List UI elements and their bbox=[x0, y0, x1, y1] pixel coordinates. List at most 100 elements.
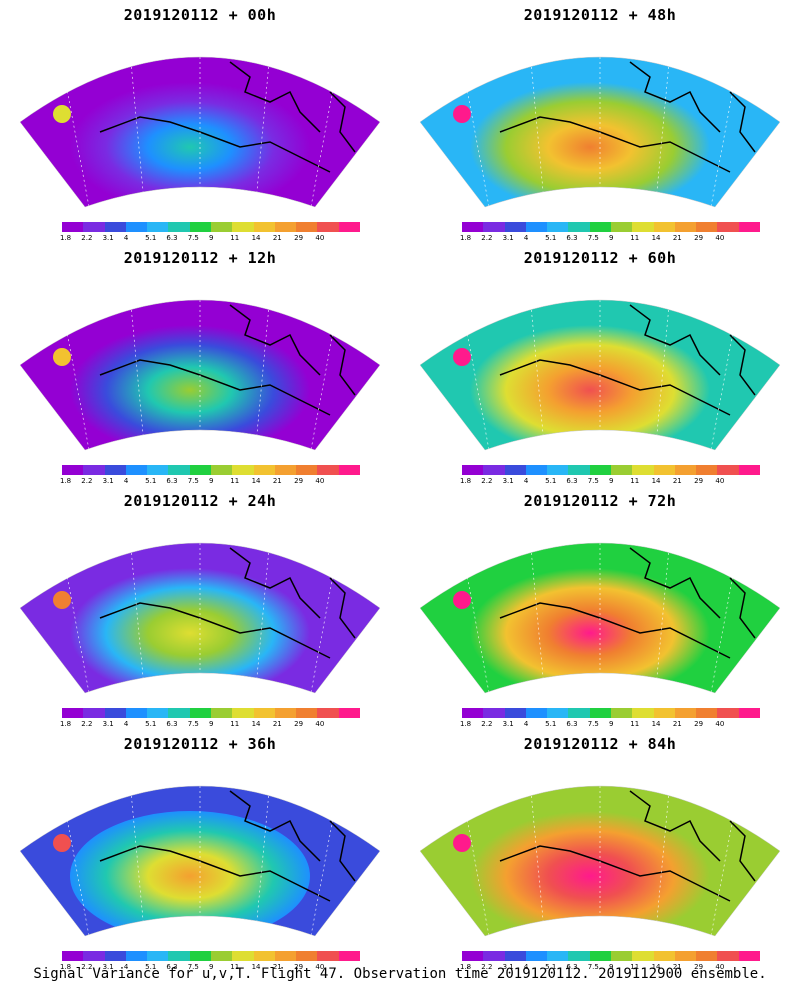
colorbar-segment bbox=[568, 708, 590, 718]
colorbar-tick-label: 7.5 bbox=[187, 234, 199, 242]
colorbar-segment bbox=[253, 951, 275, 961]
colorbar-segment bbox=[83, 222, 105, 232]
colorbar-segment bbox=[462, 465, 484, 475]
variance-map bbox=[419, 542, 781, 694]
graticule-line bbox=[254, 786, 271, 936]
colorbar-segment bbox=[547, 708, 569, 718]
colorbar-segment bbox=[632, 951, 654, 961]
colorbar-tick-label: 11 bbox=[230, 963, 240, 971]
variance-map bbox=[419, 785, 781, 937]
colorbar-tick-label: 4 bbox=[123, 234, 129, 242]
colorbar-tick-label: 21 bbox=[272, 963, 282, 971]
variance-hotspot bbox=[453, 105, 471, 123]
colorbar-segment bbox=[62, 708, 84, 718]
colorbar-tick-label: 1.8 bbox=[60, 963, 72, 971]
colorbar bbox=[462, 465, 760, 475]
colorbar-segment bbox=[274, 465, 297, 475]
colorbar-tick-label: 21 bbox=[272, 720, 282, 728]
graticule-line bbox=[59, 786, 91, 936]
graticule-line bbox=[129, 57, 146, 207]
variance-map bbox=[19, 542, 381, 694]
colorbar-segment bbox=[232, 465, 254, 475]
colorbar-tick-label: 11 bbox=[630, 477, 640, 485]
graticule-line bbox=[459, 786, 491, 936]
colorbar-tick-label: 9 bbox=[209, 720, 214, 728]
colorbar-tick-label: 40 bbox=[715, 477, 725, 485]
colorbar-segment bbox=[525, 708, 548, 718]
colorbar-tick-label: 9 bbox=[609, 234, 614, 242]
forecast-panel: 2019120112 + 00h 1.8 2.2 3.1 4 5.1 6.3 7.5 9 11 14… bbox=[0, 0, 400, 245]
colorbar-segment bbox=[274, 222, 297, 232]
colorbar-segment bbox=[525, 222, 548, 232]
graticule-line bbox=[459, 57, 491, 207]
colorbar-segment bbox=[189, 951, 211, 961]
colorbar-segment bbox=[274, 951, 297, 961]
panel-title: 2019120112 + 84h bbox=[523, 735, 677, 753]
colorbar-segment bbox=[738, 465, 760, 475]
colorbar-tick-label: 21 bbox=[672, 720, 682, 728]
graticule-line bbox=[59, 300, 91, 450]
colorbar-segment bbox=[717, 465, 739, 475]
colorbar-tick-label: 3.1 bbox=[502, 234, 514, 242]
colorbar-tick-label: 6.3 bbox=[166, 720, 178, 728]
colorbar bbox=[62, 708, 360, 718]
colorbar-tick-label: 14 bbox=[251, 720, 261, 728]
colorbar-segment bbox=[104, 465, 126, 475]
graticule-line bbox=[459, 300, 491, 450]
coastline bbox=[99, 547, 356, 659]
colorbar-tick-label: 40 bbox=[315, 720, 325, 728]
colorbar-tick-label: 40 bbox=[315, 963, 325, 971]
graticule-line bbox=[654, 300, 671, 450]
colorbar-segment bbox=[62, 222, 84, 232]
graticule-line bbox=[59, 543, 91, 693]
colorbar-tick-label: 21 bbox=[272, 477, 282, 485]
colorbar-segment bbox=[147, 708, 169, 718]
colorbar-segment bbox=[253, 465, 275, 475]
colorbar-tick-label: 40 bbox=[315, 234, 325, 242]
colorbar-segment bbox=[696, 465, 718, 475]
colorbar-tick-label: 7.5 bbox=[587, 234, 599, 242]
colorbar-tick-label: 1.8 bbox=[460, 477, 472, 485]
colorbar-tick-label: 7.5 bbox=[187, 963, 199, 971]
colorbar-tick-label: 6.3 bbox=[166, 477, 178, 485]
map-outline bbox=[419, 785, 781, 937]
colorbar-tick-label: 21 bbox=[672, 234, 682, 242]
colorbar-segment bbox=[210, 222, 233, 232]
panel-title: 2019120112 + 72h bbox=[523, 492, 677, 510]
colorbar-segment bbox=[589, 222, 611, 232]
colorbar-tick-label: 2.2 bbox=[481, 234, 493, 242]
colorbar-tick-label: 11 bbox=[230, 720, 240, 728]
panel-title: 2019120112 + 60h bbox=[523, 249, 677, 267]
graticule-line bbox=[529, 786, 546, 936]
colorbar-segment bbox=[547, 222, 569, 232]
colorbar-tick-label: 5.1 bbox=[145, 720, 157, 728]
colorbar-tick-label: 4 bbox=[523, 477, 529, 485]
colorbar-segment bbox=[610, 951, 633, 961]
colorbar bbox=[62, 222, 360, 232]
colorbar-tick-label: 11 bbox=[630, 720, 640, 728]
forecast-panel: 2019120112 + 48h 1.8 2.2 3.1 4 5.1 6.3 7.5 9 11 14… bbox=[400, 0, 800, 245]
colorbar-tick-label: 7.5 bbox=[587, 477, 599, 485]
colorbar-tick-label: 29 bbox=[294, 963, 304, 971]
forecast-panel: 2019120112 + 60h 1.8 2.2 3.1 4 5.1 6.3 7.5 9 11 14… bbox=[400, 243, 800, 488]
colorbar-segment bbox=[653, 708, 675, 718]
colorbar-segment bbox=[317, 222, 339, 232]
colorbar-tick-label: 1.8 bbox=[460, 720, 472, 728]
colorbar-segment bbox=[232, 951, 254, 961]
colorbar-tick-label: 6.3 bbox=[566, 963, 578, 971]
forecast-panel: 2019120112 + 12h 1.8 2.2 3.1 4 5.1 6.3 7.5 9 11 14… bbox=[0, 243, 400, 488]
colorbar-tick-label: 2.2 bbox=[481, 477, 493, 485]
colorbar-segment bbox=[653, 951, 675, 961]
colorbar-segment bbox=[296, 465, 318, 475]
graticule-line bbox=[254, 300, 271, 450]
colorbar-segment bbox=[589, 708, 611, 718]
colorbar-segment bbox=[168, 465, 190, 475]
colorbar-segment bbox=[189, 222, 211, 232]
variance-region bbox=[70, 82, 310, 207]
colorbar-segment bbox=[104, 708, 126, 718]
colorbar-tick-label: 1.8 bbox=[60, 720, 72, 728]
colorbar-segment bbox=[653, 465, 675, 475]
graticule-line bbox=[709, 300, 741, 450]
colorbar-segment bbox=[483, 951, 505, 961]
variance-map bbox=[19, 785, 381, 937]
